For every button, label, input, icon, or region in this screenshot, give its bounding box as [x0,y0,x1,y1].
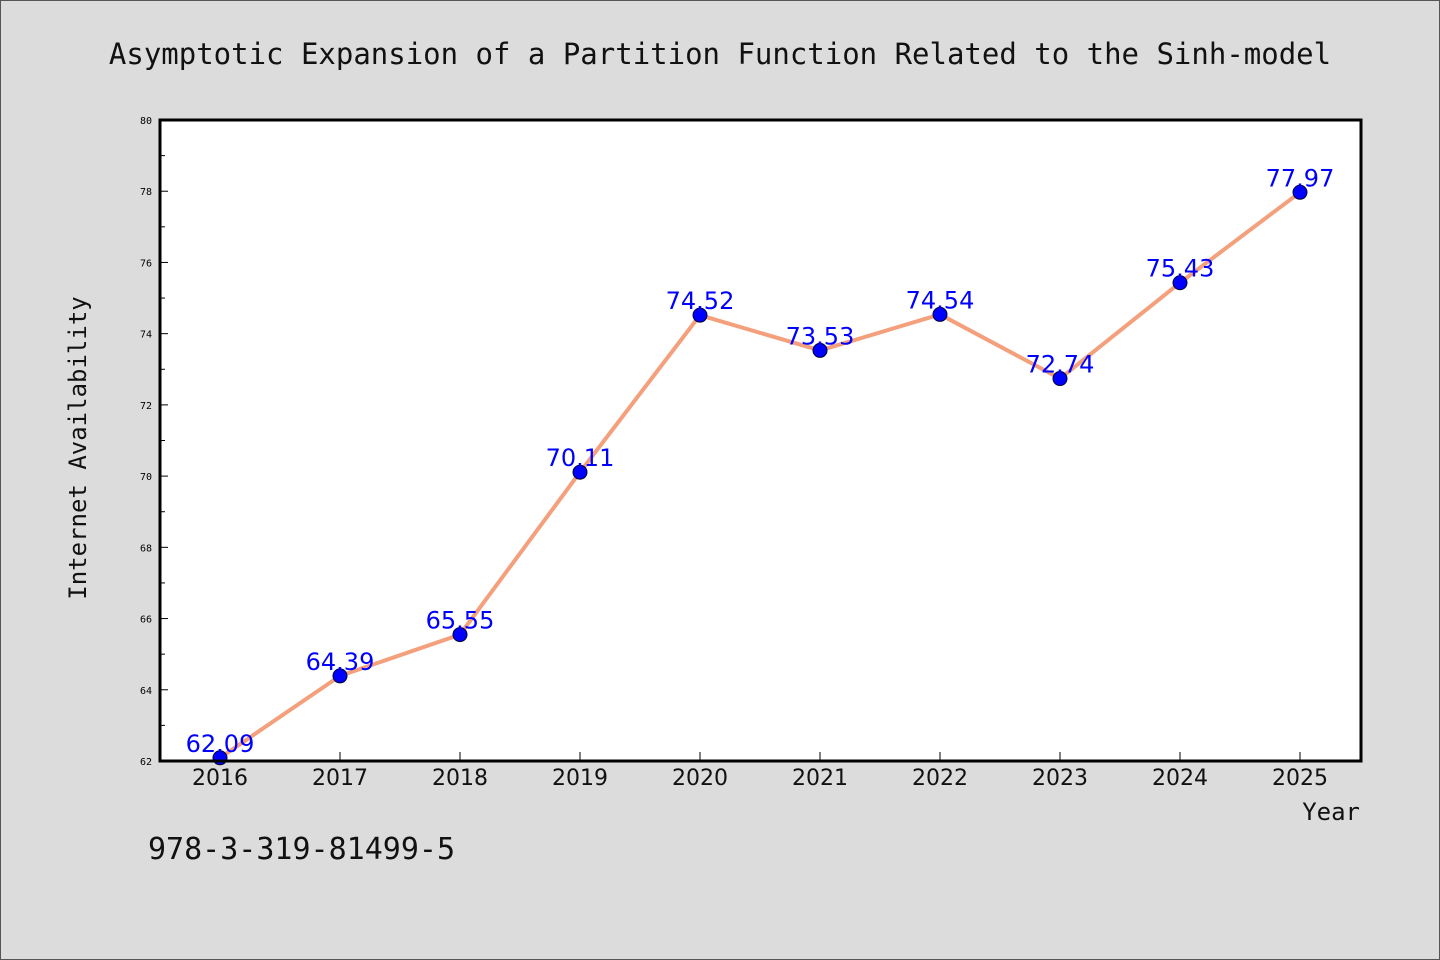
x-tick-label: 2016 [192,766,248,791]
y-tick-label: 62 [140,757,152,768]
x-tick-label: 2025 [1272,766,1328,791]
data-label: 75.43 [1146,255,1215,283]
x-tick-label: 2023 [1032,766,1088,791]
y-axis-label: Internet Availability [64,296,92,599]
x-tick-label: 2022 [912,766,968,791]
data-point [692,307,708,323]
data-point [1052,371,1068,387]
data-label: 72.74 [1026,351,1095,379]
series-line [218,190,1302,760]
data-label: 77.97 [1266,164,1335,192]
data-label: 62.09 [186,730,255,758]
series-layer: 62.09 64.39 65.55 70.11 74.52 73.53 74.54 72.74… [186,164,1335,766]
data-label: 73.53 [786,322,855,350]
x-axis-label: Year [1302,798,1360,826]
plot-area [160,120,1361,761]
y-tick-label: 68 [140,543,152,554]
y-tick-label: 78 [140,187,152,198]
data-label: 74.52 [666,287,735,315]
data-label: 65.55 [426,607,495,635]
y-tick-label: 74 [140,330,152,341]
data-label: 70.11 [546,444,615,472]
y-tick-label: 64 [140,686,152,697]
x-tick-label: 2021 [792,766,848,791]
x-tick-label: 2020 [672,766,728,791]
data-point [1292,184,1308,200]
x-tick-label: 2018 [432,766,488,791]
isbn-annotation: 978-3-319-81499-5 [148,832,456,867]
x-tick-label: 2017 [312,766,368,791]
chart-title: Asymptotic Expansion of a Partition Func… [109,37,1331,71]
data-point [932,306,948,322]
y-tick-label: 72 [140,401,152,412]
data-point [812,342,828,358]
x-tick-label: 2024 [1152,766,1208,791]
x-tick-label: 2019 [552,766,608,791]
data-point [332,668,348,684]
y-tick-label: 76 [140,258,152,269]
y-tick-label: 70 [140,472,152,483]
data-label: 64.39 [306,648,375,676]
data-label: 74.54 [906,286,975,314]
x-axis: 2016 2017 2018 2019 2020 2021 2022 2023 2024 2025 [192,752,1328,791]
data-point [1172,275,1188,291]
y-tick-label: 80 [140,116,152,127]
y-tick-label: 66 [140,615,152,626]
plot-frame [158,118,1363,763]
data-point [452,627,468,643]
data-point [572,464,588,480]
